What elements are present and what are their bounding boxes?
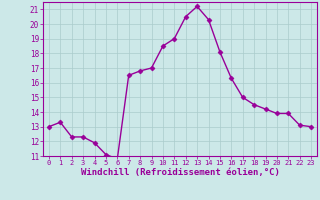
X-axis label: Windchill (Refroidissement éolien,°C): Windchill (Refroidissement éolien,°C) (81, 168, 279, 177)
